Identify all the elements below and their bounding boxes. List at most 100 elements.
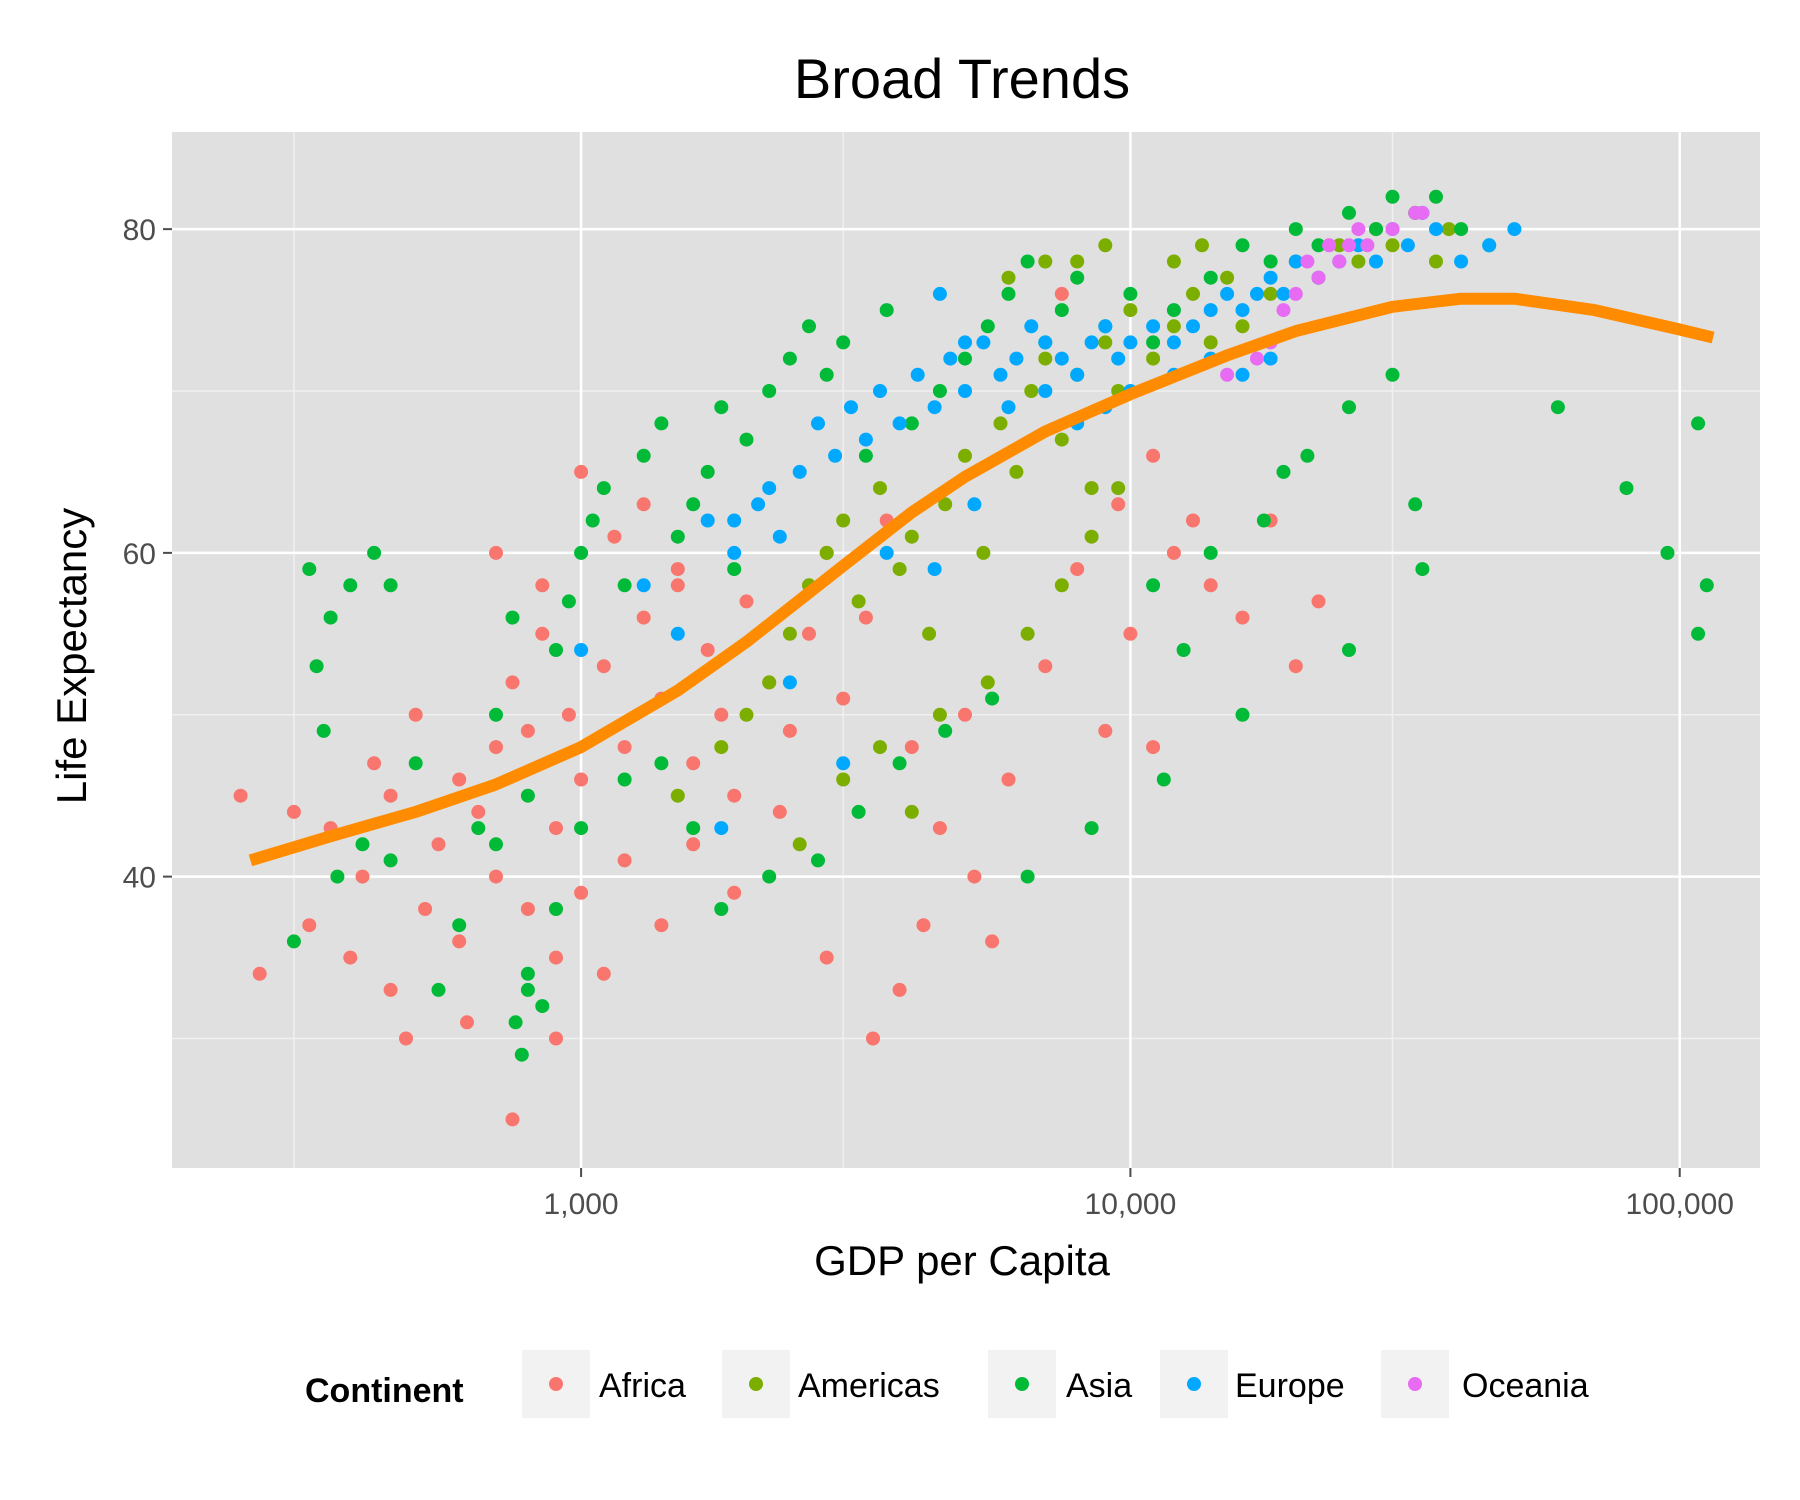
data-point bbox=[452, 918, 467, 933]
data-point bbox=[1263, 286, 1278, 301]
data-point bbox=[1146, 448, 1161, 463]
data-point bbox=[727, 885, 742, 900]
data-point bbox=[762, 675, 777, 690]
data-point bbox=[1429, 222, 1443, 237]
data-point bbox=[549, 1031, 563, 1046]
data-point bbox=[489, 707, 503, 722]
data-point bbox=[1203, 545, 1218, 560]
data-point bbox=[782, 675, 797, 690]
data-point bbox=[1038, 351, 1053, 366]
data-point bbox=[596, 481, 611, 496]
data-point bbox=[1038, 335, 1053, 350]
data-point bbox=[617, 740, 632, 755]
data-point bbox=[1691, 416, 1706, 431]
data-point bbox=[836, 513, 851, 528]
data-point bbox=[302, 562, 317, 577]
data-point bbox=[943, 351, 958, 366]
data-point bbox=[932, 286, 947, 301]
data-point bbox=[535, 999, 550, 1014]
data-point bbox=[1369, 254, 1383, 269]
legend-title: Continent bbox=[305, 1372, 464, 1410]
data-point bbox=[873, 384, 887, 398]
data-point bbox=[1001, 286, 1016, 301]
data-point bbox=[316, 723, 331, 738]
data-point bbox=[1482, 238, 1497, 253]
data-point bbox=[636, 497, 651, 512]
data-point bbox=[1360, 238, 1375, 253]
data-point bbox=[927, 400, 942, 415]
data-point bbox=[1020, 254, 1035, 269]
data-point bbox=[1123, 286, 1138, 301]
data-point bbox=[607, 529, 622, 544]
data-point bbox=[1009, 464, 1024, 479]
data-point bbox=[535, 578, 550, 593]
data-point bbox=[286, 934, 301, 949]
data-point bbox=[1146, 335, 1161, 350]
data-point bbox=[520, 902, 535, 916]
data-point bbox=[302, 918, 317, 933]
data-point bbox=[1288, 659, 1303, 674]
data-point bbox=[836, 335, 851, 350]
data-point bbox=[286, 804, 301, 819]
data-point bbox=[1203, 270, 1218, 285]
data-point bbox=[1070, 254, 1085, 269]
data-point bbox=[1220, 270, 1235, 285]
data-point bbox=[585, 513, 600, 528]
data-point bbox=[508, 1015, 523, 1030]
data-point bbox=[967, 869, 982, 884]
data-point bbox=[772, 804, 787, 819]
data-point bbox=[985, 934, 1000, 949]
data-point bbox=[1385, 367, 1400, 382]
data-point bbox=[958, 384, 972, 398]
legend-label-americas: Americas bbox=[798, 1367, 940, 1405]
data-point bbox=[1146, 319, 1161, 334]
data-point bbox=[1111, 497, 1126, 512]
data-point bbox=[879, 303, 894, 318]
data-point bbox=[489, 837, 503, 852]
data-point bbox=[762, 869, 777, 884]
data-point bbox=[233, 788, 248, 803]
data-point bbox=[1098, 335, 1113, 350]
data-point bbox=[408, 756, 423, 771]
data-point bbox=[636, 578, 651, 593]
data-point bbox=[1220, 367, 1235, 382]
data-point bbox=[1311, 238, 1326, 253]
trend-line-group bbox=[248, 292, 1715, 867]
data-point bbox=[471, 821, 486, 836]
data-point bbox=[1166, 254, 1181, 269]
data-point bbox=[617, 772, 632, 787]
data-point bbox=[1123, 303, 1138, 318]
data-point bbox=[431, 982, 446, 997]
data-point bbox=[1098, 723, 1113, 738]
data-point bbox=[367, 756, 382, 771]
data-point bbox=[1235, 303, 1250, 318]
data-point bbox=[1054, 286, 1069, 301]
data-point bbox=[1084, 481, 1099, 496]
data-point bbox=[782, 723, 797, 738]
data-point bbox=[932, 384, 947, 398]
data-point bbox=[452, 934, 467, 949]
data-point bbox=[1070, 562, 1085, 577]
data-point bbox=[739, 432, 754, 447]
data-point bbox=[520, 723, 535, 738]
data-point bbox=[670, 578, 685, 593]
data-point bbox=[670, 562, 685, 577]
data-point bbox=[910, 367, 925, 382]
data-point bbox=[1385, 222, 1400, 237]
data-point bbox=[520, 982, 535, 997]
data-point bbox=[700, 464, 715, 479]
data-point bbox=[714, 821, 729, 836]
data-point bbox=[1332, 238, 1347, 253]
data-point bbox=[330, 869, 345, 884]
series-americas bbox=[670, 205, 1456, 852]
data-point bbox=[976, 545, 991, 560]
x-tick-label: 1,000 bbox=[544, 1188, 619, 1221]
data-point bbox=[811, 853, 825, 868]
data-point bbox=[1054, 578, 1069, 593]
data-point bbox=[574, 772, 589, 787]
data-point bbox=[489, 740, 503, 755]
data-point bbox=[636, 448, 651, 463]
y-tick-label: 80 bbox=[123, 214, 156, 247]
legend-label-oceania: Oceania bbox=[1462, 1367, 1589, 1405]
data-point bbox=[1311, 270, 1326, 285]
